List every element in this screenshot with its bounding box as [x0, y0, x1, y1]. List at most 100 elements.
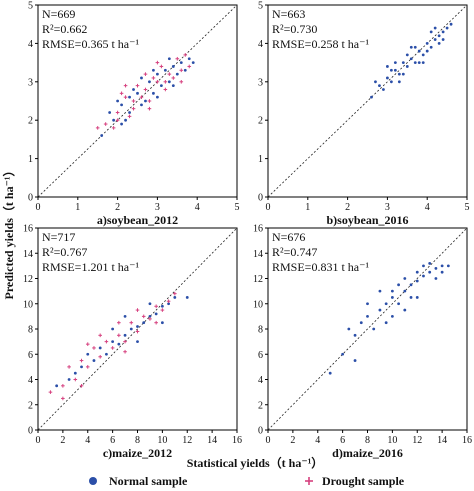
normal-point — [393, 61, 397, 64]
drought-point — [92, 346, 96, 350]
stats-line: R²=0.730 — [272, 22, 317, 36]
normal-point — [370, 95, 373, 99]
normal-point — [409, 57, 413, 61]
normal-point — [167, 80, 171, 84]
normal-point — [397, 80, 401, 84]
normal-point — [105, 352, 108, 356]
normal-point — [123, 314, 127, 318]
drought-point — [183, 53, 188, 57]
normal-point — [422, 264, 425, 268]
drought-point — [61, 396, 65, 401]
normal-point — [73, 371, 77, 375]
normal-point — [160, 321, 164, 325]
normal-point — [428, 270, 432, 274]
drought-point — [115, 118, 120, 122]
drought-point — [67, 365, 71, 369]
drought-point — [163, 87, 168, 92]
normal-point — [429, 45, 433, 49]
normal-point — [433, 26, 437, 30]
x-tick-label: 12 — [182, 435, 192, 446]
normal-point — [92, 359, 96, 362]
y-tick-label: 0 — [258, 426, 263, 437]
normal-point — [384, 302, 388, 306]
normal-point — [441, 38, 445, 41]
plot-frame — [267, 4, 468, 198]
normal-point — [422, 274, 425, 278]
y-tick-label: 14 — [253, 249, 263, 260]
y-tick-label: 5 — [28, 1, 33, 12]
drought-point — [147, 106, 152, 111]
y-axis-title: Predicted yields（t ha⁻¹） — [1, 164, 16, 299]
drought-point — [179, 68, 184, 73]
normal-point — [116, 99, 119, 103]
x-tick-label: 8 — [365, 435, 370, 446]
normal-point — [132, 88, 135, 91]
drought-point — [79, 384, 84, 388]
y-tick-label: 3 — [258, 77, 263, 88]
normal-point — [152, 91, 155, 95]
stats-line: R²=0.662 — [42, 22, 87, 36]
normal-point — [390, 296, 394, 299]
y-tick-label: 0 — [258, 193, 263, 204]
legend: Normal sample Drought sample — [89, 474, 405, 488]
x-tick-label: 8 — [135, 435, 140, 446]
stats-line: N=669 — [42, 7, 75, 21]
normal-point — [440, 270, 444, 274]
normal-point — [390, 289, 394, 293]
y-tick-label: 2 — [258, 116, 263, 127]
normal-point — [425, 49, 429, 53]
drought-point — [111, 126, 116, 130]
y-tick-label: 12 — [23, 274, 33, 285]
stats-line: N=676 — [272, 230, 305, 244]
plot-frame — [37, 4, 238, 198]
normal-point — [156, 95, 159, 99]
normal-point — [397, 283, 400, 287]
normal-point — [187, 57, 191, 61]
drought-point — [123, 349, 127, 354]
y-tick-label: 4 — [28, 375, 33, 386]
panel-label: b)soybean_2016 — [326, 213, 408, 227]
drought-point — [159, 64, 164, 69]
normal-point — [409, 45, 413, 49]
drought-point — [127, 114, 132, 119]
normal-point — [440, 264, 444, 268]
normal-point — [386, 76, 389, 80]
y-tick-label: 1 — [28, 154, 33, 165]
drought-point — [148, 317, 152, 321]
x-tick-label: 2 — [345, 202, 350, 213]
normal-point — [434, 277, 438, 280]
normal-point — [191, 61, 195, 64]
x-tick-label: 4 — [315, 435, 320, 446]
panel-label: d)maize_2016 — [332, 446, 403, 460]
normal-point — [359, 321, 363, 325]
drought-point — [187, 64, 192, 69]
drought-point — [139, 95, 144, 99]
stats-line: RMSE=0.831 t ha⁻¹ — [272, 260, 369, 274]
y-tick-label: 5 — [258, 1, 263, 12]
panel-maize-2012: 0 2 4 6 8 10 12 14 16 0 2 4 6 8 10 12 14 16 N=717R²=0.767R… — [23, 224, 242, 461]
drought-point — [135, 308, 140, 312]
drought-point — [151, 76, 156, 80]
normal-point — [434, 267, 438, 270]
panel-label: a)soybean_2012 — [97, 213, 178, 227]
drought-point — [155, 60, 160, 65]
legend-normal-marker — [89, 477, 97, 485]
x-tick-label: 14 — [207, 435, 217, 446]
normal-point — [167, 302, 170, 306]
drought-point — [48, 390, 53, 394]
normal-point — [167, 57, 171, 61]
normal-point — [449, 22, 453, 26]
normal-point — [378, 308, 382, 312]
normal-point — [403, 308, 407, 312]
normal-point — [341, 352, 345, 356]
drought-point — [110, 346, 115, 350]
normal-point — [429, 30, 433, 34]
x-tick-label: 2 — [115, 202, 120, 213]
normal-point — [55, 384, 59, 388]
y-tick-label: 16 — [253, 224, 263, 235]
normal-point — [417, 49, 421, 53]
y-tick-label: 3 — [28, 77, 33, 88]
normal-point — [67, 378, 71, 381]
drought-point — [98, 354, 102, 359]
drought-point — [179, 80, 184, 84]
